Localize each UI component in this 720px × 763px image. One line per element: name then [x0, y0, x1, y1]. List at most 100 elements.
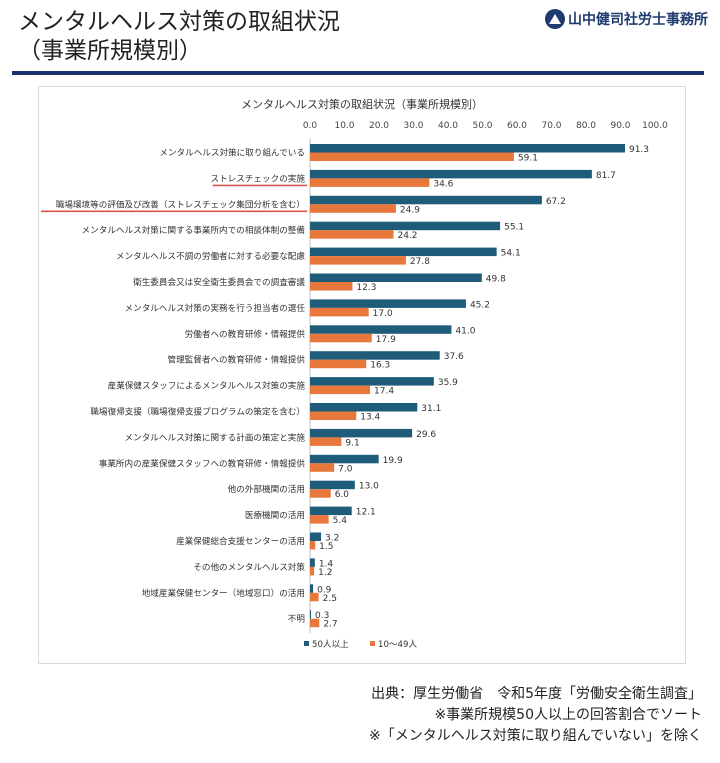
data-label: 17.4 [374, 387, 394, 397]
x-tick-label: 90.0 [610, 121, 630, 131]
category-label-highlighted: 職場環境等の評価及び改善（ストレスチェック集団分析を含む） [56, 198, 305, 210]
bar-10-49 [310, 437, 342, 446]
bar-50plus [310, 325, 452, 334]
data-label: 41.0 [455, 326, 475, 336]
data-label: 2.5 [323, 594, 337, 604]
bar-50plus [310, 351, 440, 360]
x-tick-label: 40.0 [438, 121, 458, 131]
bar-10-49 [310, 592, 319, 602]
bar-10-49 [310, 489, 331, 498]
data-label: 1.5 [319, 542, 333, 552]
data-label: 3.2 [325, 534, 339, 544]
header-divider [12, 71, 704, 75]
bar-10-49 [310, 256, 406, 265]
data-label: 54.1 [501, 249, 521, 259]
bar-10-49 [310, 566, 315, 576]
data-label: 24.2 [397, 231, 417, 241]
bar-50plus [310, 428, 413, 438]
bar-50plus [310, 506, 352, 516]
data-label: 91.3 [629, 145, 649, 155]
bar-10-49 [310, 333, 372, 343]
bar-10-49 [310, 230, 394, 239]
x-tick-label: 50.0 [472, 121, 492, 131]
category-label: 職場復帰支援（職場復帰支援プログラムの策定を含む） [90, 406, 305, 418]
bar-50plus [310, 377, 434, 386]
company-logo: 山中健司社労士事務所 [545, 8, 708, 30]
bar-50plus [310, 144, 625, 153]
x-tick-label: 20.0 [369, 121, 389, 131]
bar-10-49 [310, 204, 396, 213]
page-title-line1: メンタルヘルス対策の取組状況 [18, 9, 340, 35]
category-label: 産業保健総合支援センターの活用 [176, 535, 305, 547]
data-label: 67.2 [546, 197, 566, 207]
x-tick-label: 70.0 [541, 121, 561, 131]
data-label: 2.7 [323, 620, 337, 630]
category-label: 地域産業保健センター（地域窓口）の活用 [142, 587, 305, 599]
data-label: 7.0 [338, 464, 353, 474]
bar-10-49 [310, 515, 329, 524]
category-label: メンタルヘルス対策に関する計画の策定と実施 [125, 431, 306, 443]
category-label: 労働者への教育研修・情報提供 [185, 328, 306, 340]
bar-10-49 [310, 618, 320, 628]
data-label: 13.0 [359, 482, 379, 492]
note-exclusion: ※「メンタルヘルス対策に取り組んでいない」を除く [368, 728, 702, 744]
category-label: メンタルヘルス対策に関する事業所内での相談体制の整備 [82, 224, 306, 236]
page-title: メンタルヘルス対策の取組状況 （事業所規模別） [18, 8, 340, 66]
bar-10-49 [310, 307, 369, 317]
logo-text: 山中健司社労士事務所 [568, 12, 708, 28]
x-tick-label: 0.0 [303, 121, 318, 131]
data-label: 34.6 [433, 179, 453, 189]
bar-50plus [310, 195, 542, 205]
note-sort: ※事業所規模50人以上の回答割合でソート [434, 707, 702, 723]
legend-label: 50人以上 [312, 639, 349, 650]
chart-frame: メンタルヘルス対策の取組状況（事業所規模別） 0.0 10.0 20.0 30.0 40.… [38, 86, 686, 664]
source-block: 出典：厚生労働省 令和5年度「労働安全衛生調査」 ※事業所規模50人以上の回答割… [369, 684, 702, 747]
data-label: 31.1 [421, 404, 441, 414]
data-label: 16.3 [370, 361, 390, 371]
data-label: 6.0 [335, 490, 350, 500]
bar-50plus [310, 169, 592, 179]
bar-50plus [310, 610, 312, 619]
data-label: 27.8 [410, 257, 430, 267]
x-tick-label: 100.0 [642, 121, 668, 131]
bar-50plus [310, 273, 482, 282]
data-label: 13.4 [360, 413, 380, 423]
x-tick-label: 10.0 [334, 121, 354, 131]
bar-10-49 [310, 359, 367, 369]
category-label-highlighted: ストレスチェックの実施 [210, 172, 305, 184]
x-tick-label: 60.0 [507, 121, 527, 131]
data-label: 24.9 [400, 205, 420, 215]
category-label: その他のメンタルヘルス対策 [193, 561, 305, 573]
bar-50plus [310, 221, 501, 231]
data-label: 17.9 [376, 335, 396, 345]
data-label: 1.2 [318, 568, 332, 578]
bar-50plus [310, 480, 355, 490]
x-tick-label: 80.0 [576, 121, 596, 131]
data-label: 29.6 [416, 430, 436, 440]
category-label: メンタルヘルス対策の実務を行う担当者の選任 [125, 302, 306, 314]
bar-50plus [310, 403, 418, 412]
legend-label: 10～49人 [378, 639, 417, 650]
data-label: 81.7 [596, 171, 616, 181]
category-label: 事業所内の産業保健スタッフへの教育研修・情報提供 [99, 457, 306, 469]
bar-50plus [310, 454, 379, 464]
data-label: 1.4 [319, 559, 334, 569]
bar-50plus [310, 299, 466, 308]
category-label: メンタルヘルス対策に取り組んでいる [159, 147, 305, 159]
data-label: 9.1 [345, 438, 359, 448]
legend-swatch [304, 641, 309, 646]
data-label: 12.1 [356, 508, 376, 518]
bar-50plus [310, 558, 315, 567]
data-label: 0.9 [317, 585, 332, 595]
category-label: 産業保健スタッフによるメンタルヘルス対策の実施 [108, 380, 306, 392]
data-label: 45.2 [470, 300, 490, 310]
bar-50plus [310, 247, 497, 257]
category-label: 医療機関の活用 [245, 509, 305, 521]
bar-chart: メンタルヘルス対策の取組状況（事業所規模別） 0.0 10.0 20.0 30.0 40.… [41, 97, 668, 650]
data-label: 5.4 [333, 516, 348, 526]
data-label: 0.3 [315, 611, 329, 621]
category-label: 管理監督者への教育研修・情報提供 [167, 354, 305, 366]
data-label: 59.1 [518, 154, 538, 164]
data-label: 37.6 [444, 352, 464, 362]
bar-10-49 [310, 385, 371, 395]
